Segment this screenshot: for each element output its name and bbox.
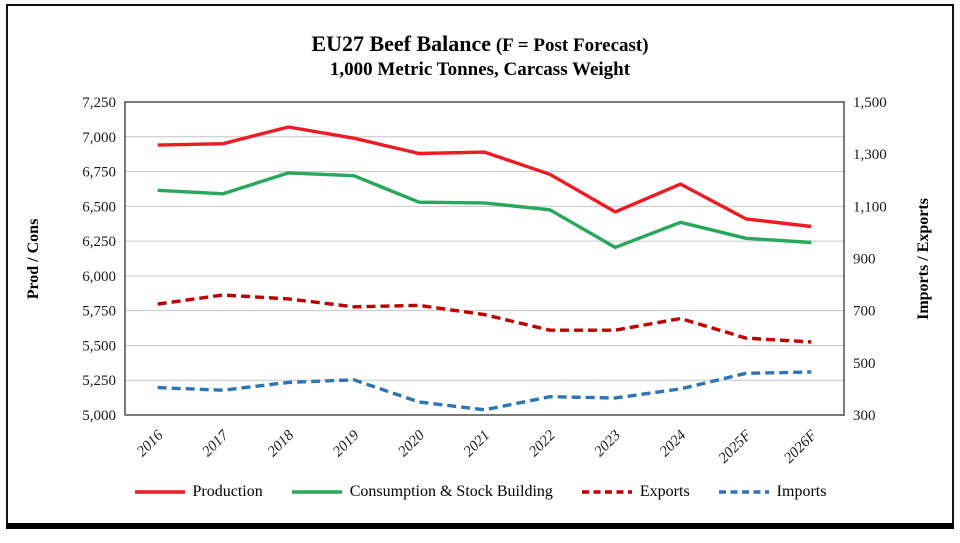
x-axis-tick-label: 2022 [526,427,559,460]
x-axis-tick-label: 2019 [330,427,363,460]
x-axis-tick-label: 2025F [716,427,756,467]
legend-item: Exports [581,483,690,501]
legend-label: Consumption & Stock Building [349,483,553,500]
chart-title: EU27 Beef Balance (F = Post Forecast) [8,30,952,58]
chart-svg: 7,250 7,000 6,750 6,500 6,250 6,000 5,750 5,500… [82,95,887,467]
x-axis-tick-label: 2016 [134,427,167,460]
series-line-imports [157,370,812,412]
chart-title-block: EU27 Beef Balance (F = Post Forecast) 1,… [8,30,952,82]
x-axis-tick-label: 2026F [781,427,821,467]
legend: Production Consumption & Stock Building Ex… [8,483,952,501]
chart-frame: EU27 Beef Balance (F = Post Forecast) 1,… [6,4,954,529]
left-axis-tick-label: 6,250 [82,234,116,250]
left-axis-tick-label: 7,250 [82,95,116,111]
x-axis-tick-label: 2023 [592,428,625,461]
right-axis-tick-label: 300 [853,408,876,424]
legend-item: Consumption & Stock Building [291,483,553,501]
legend-swatch-dashed-line-icon [581,490,632,494]
x-axis-tick-label: 2024 [657,427,690,460]
x-axis-tick-label: 2020 [395,427,428,460]
right-axis-tick-label: 1,300 [853,147,887,163]
right-axis-title: Imports / Exports [915,198,932,320]
x-axis-tick-label: 2018 [265,427,298,460]
legend-item: Imports [718,483,827,501]
legend-item: Production [134,483,263,501]
legend-swatch-solid-line-icon [291,490,342,494]
plot-border [124,101,845,416]
right-axis-tick-label: 1,100 [853,199,887,215]
x-axis-tick-label: 2017 [199,426,233,460]
right-axis-tick-label: 900 [853,252,876,268]
right-axis-tick-label: 1,500 [853,95,887,111]
x-axis-tick-label: 2021 [461,428,494,461]
left-axis-title: Prod / Cons [25,218,42,300]
series-line-exports [157,293,812,344]
left-axis-tick-label: 5,500 [82,338,116,354]
right-axis-tick-label: 500 [853,356,876,372]
legend-label: Production [192,483,263,500]
left-axis-tick-label: 7,000 [82,130,116,146]
series-line-consumption-stock-building [157,171,812,250]
legend-swatch-dashed-line-icon [718,490,769,494]
chart-title-main: EU27 Beef Balance [311,31,492,56]
legend-label: Exports [639,483,690,500]
left-axis-tick-label: 6,000 [82,269,116,285]
legend-swatch-solid-line-icon [134,490,185,494]
left-axis-tick-label: 5,750 [82,304,116,320]
legend-label: Imports [776,483,827,500]
left-axis-tick-label: 5,250 [82,373,116,389]
chart-title-suffix: (F = Post Forecast) [491,35,649,56]
left-axis-tick-label: 6,500 [82,199,116,215]
series-line-production [157,125,812,229]
chart-subtitle: 1,000 Metric Tonnes, Carcass Weight [329,58,631,80]
left-axis-tick-label: 5,000 [82,408,116,424]
left-axis-tick-label: 6,750 [82,165,116,181]
right-axis-tick-label: 700 [853,304,876,320]
